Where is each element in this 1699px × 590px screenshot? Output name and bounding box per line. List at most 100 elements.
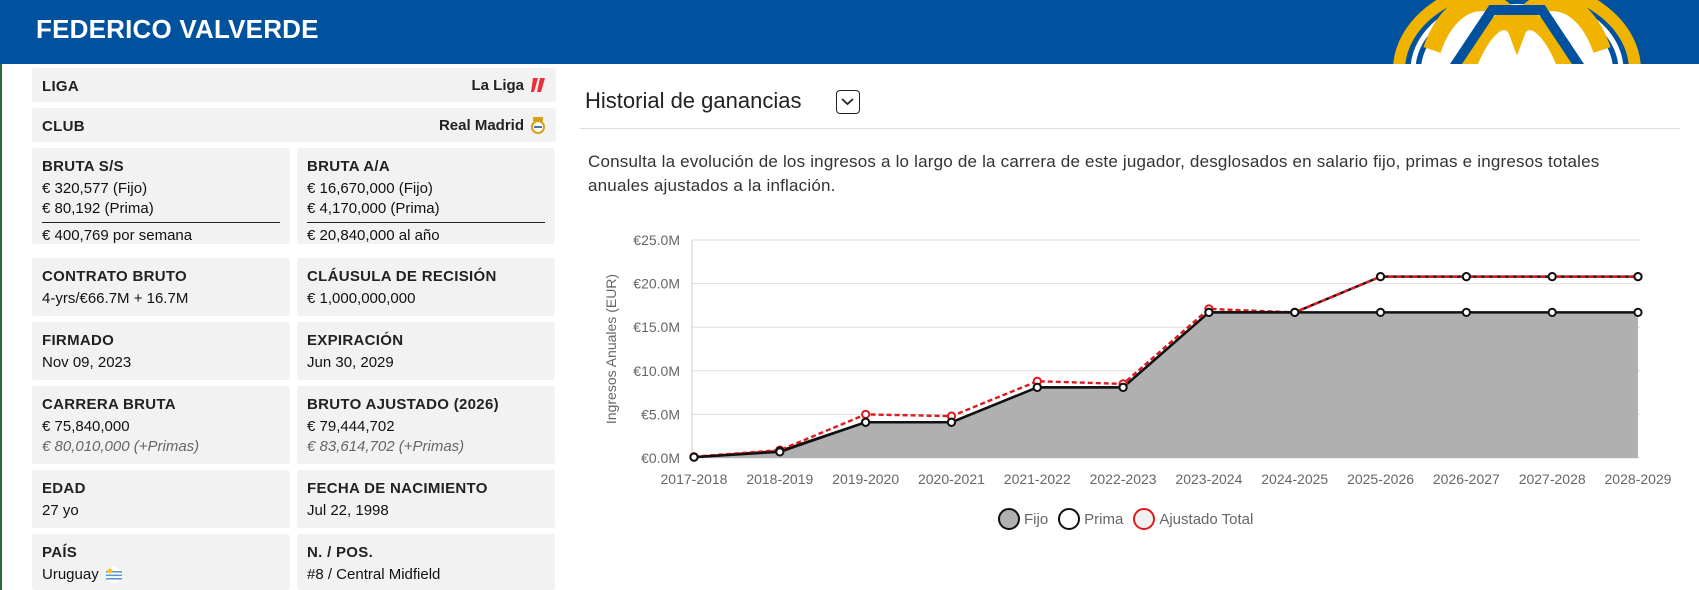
contrato-value: 4-yrs/€66.7M + 16.7M <box>42 290 189 307</box>
bruta-aa-fijo: € 16,670,000 (Fijo) <box>307 180 433 197</box>
data-point-fijo <box>1547 307 1557 317</box>
carrera-cell: CARRERA BRUTA € 75,840,000 € 80,010,000 … <box>32 386 290 464</box>
legend-label-fijo: Fijo <box>1024 510 1049 528</box>
clausula-cell: CLÁUSULA DE RECISIÓN € 1,000,000,000 <box>297 258 555 316</box>
left-edge-line <box>0 64 2 590</box>
firmado-value: Nov 09, 2023 <box>42 354 132 371</box>
data-point-prima <box>1547 272 1557 282</box>
bruta-aa-label: BRUTA A/A <box>307 158 390 175</box>
x-tick-label: 2019-2020 <box>832 471 899 487</box>
divider <box>307 222 545 223</box>
liga-value: La Liga <box>471 76 546 94</box>
x-tick-label: 2027-2028 <box>1519 471 1586 487</box>
x-tick-label: 2021-2022 <box>1004 471 1071 487</box>
pais-value: Uruguay <box>42 566 99 583</box>
carrera-primas: € 80,010,000 (+Primas) <box>42 438 200 455</box>
club-label: CLUB <box>42 118 85 135</box>
nacimiento-label: FECHA DE NACIMIENTO <box>307 480 488 497</box>
y-tick-label: €20.0M <box>633 276 680 292</box>
data-point-fijo <box>861 417 871 427</box>
y-tick-label: €0.0M <box>641 450 680 466</box>
data-point-fijo <box>1290 307 1300 317</box>
y-tick-label: €10.0M <box>633 363 680 379</box>
legend-swatch-fijo <box>998 508 1020 530</box>
data-point-fijo <box>1633 307 1643 317</box>
club-crest-logo <box>1393 0 1641 64</box>
series-line-fijo <box>693 311 1638 459</box>
data-point-fijo <box>689 452 699 462</box>
bruta-ss-total: € 400,769 por semana <box>42 227 193 244</box>
bruta-aa-total: € 20,840,000 al año <box>307 227 440 244</box>
ajustado-primas: € 83,614,702 (+Primas) <box>307 438 465 455</box>
pos-cell: N. / POS. #8 / Central Midfield <box>297 534 555 590</box>
data-point-fijo <box>775 447 785 457</box>
x-tick-label: 2020-2021 <box>918 471 985 487</box>
club-value: Real Madrid <box>439 116 546 134</box>
legend-item-prima[interactable]: Prima <box>1058 508 1123 530</box>
carrera-value: € 75,840,000 <box>42 418 130 435</box>
real-madrid-crest-icon <box>531 117 545 134</box>
legend-item-fijo[interactable]: Fijo <box>998 508 1048 530</box>
x-tick-label: 2025-2026 <box>1347 471 1414 487</box>
y-tick-label: €25.0M <box>633 232 680 248</box>
liga-label: LIGA <box>42 78 80 95</box>
y-tick-label: €15.0M <box>633 319 680 335</box>
bruta-ss-prima: € 80,192 (Prima) <box>42 200 154 217</box>
panel-title: Historial de ganancias <box>585 88 802 113</box>
page-header: FEDERICO VALVERDE <box>0 0 1699 64</box>
bruta-aa-cell: BRUTA A/A € 16,670,000 (Fijo) € 4,170,00… <box>297 148 555 244</box>
pos-value: #8 / Central Midfield <box>307 566 441 583</box>
legend-label-ajustado: Ajustado Total <box>1159 510 1254 528</box>
expiracion-value: Jun 30, 2029 <box>307 354 394 371</box>
series-area-fijo <box>694 312 1638 458</box>
clausula-value: € 1,000,000,000 <box>307 290 416 307</box>
clausula-label: CLÁUSULA DE RECISIÓN <box>307 268 497 285</box>
bruta-aa-prima: € 4,170,000 (Prima) <box>307 200 440 217</box>
expiracion-label: EXPIRACIÓN <box>307 332 404 349</box>
nacimiento-cell: FECHA DE NACIMIENTO Jul 22, 1998 <box>297 470 555 528</box>
pais-value-row: Uruguay <box>42 565 280 585</box>
x-tick-label: 2023-2024 <box>1175 471 1242 487</box>
x-tick-label: 2017-2018 <box>661 471 728 487</box>
bruta-ss-fijo: € 320,577 (Fijo) <box>42 180 148 197</box>
x-tick-label: 2022-2023 <box>1090 471 1157 487</box>
x-tick-label: 2028-2029 <box>1605 471 1672 487</box>
dropdown-toggle[interactable] <box>836 90 860 114</box>
legend-label-prima: Prima <box>1084 510 1124 528</box>
pos-label: N. / POS. <box>307 544 374 561</box>
x-tick-label: 2018-2019 <box>746 471 813 487</box>
data-point-fijo <box>1204 307 1214 317</box>
data-point-prima <box>1633 272 1643 282</box>
legend-item-ajustado[interactable]: Ajustado Total <box>1133 508 1253 530</box>
bruta-ss-label: BRUTA S/S <box>42 158 124 175</box>
uruguay-flag-icon <box>105 567 122 583</box>
x-tick-label: 2024-2025 <box>1261 471 1328 487</box>
firmado-cell: FIRMADO Nov 09, 2023 <box>32 322 290 380</box>
series-line-ajustado <box>693 275 1638 458</box>
ajustado-label: BRUTO AJUSTADO (2026) <box>307 396 499 413</box>
y-tick-label: €5.0M <box>641 406 680 422</box>
ajustado-value: € 79,444,702 <box>307 418 395 435</box>
ajustado-cell: BRUTO AJUSTADO (2026) € 79,444,702 € 83,… <box>297 386 555 464</box>
data-point-prima <box>1461 272 1471 282</box>
contrato-label: CONTRATO BRUTO <box>42 268 188 285</box>
data-point-prima <box>1375 272 1386 282</box>
edad-label: EDAD <box>42 480 86 497</box>
earnings-chart: €0.0M €5.0M €10.0M €15.0M €20.0M €25.0M Ingres… <box>603 232 1672 487</box>
edad-cell: EDAD 27 yo <box>32 470 290 528</box>
x-tick-label: 2026-2027 <box>1433 471 1500 487</box>
panel-description: Consulta la evolución de los ingresos a … <box>588 152 1600 195</box>
expiracion-cell: EXPIRACIÓN Jun 30, 2029 <box>297 322 555 380</box>
data-point-fijo <box>1461 307 1471 317</box>
liga-row: LIGA La Liga <box>32 68 556 102</box>
club-name: Real Madrid <box>438 116 524 134</box>
la-liga-icon <box>531 78 545 92</box>
legend-swatch-ajustado <box>1133 508 1156 530</box>
chevron-down-icon <box>841 98 854 106</box>
carrera-label: CARRERA BRUTA <box>42 396 176 413</box>
player-name: FEDERICO VALVERDE <box>36 14 319 44</box>
divider <box>42 222 280 223</box>
data-point-fijo <box>1032 382 1042 392</box>
contrato-cell: CONTRATO BRUTO 4-yrs/€66.7M + 16.7M <box>32 258 290 316</box>
data-point-fijo <box>1375 307 1386 317</box>
